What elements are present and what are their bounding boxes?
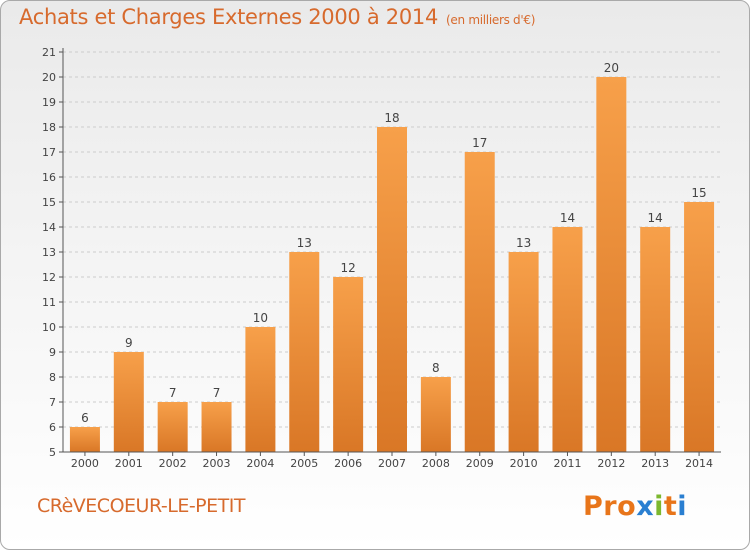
value-label: 7 (213, 386, 221, 400)
y-tick-label: 8 (49, 371, 56, 384)
bar (508, 252, 539, 452)
logo-letter: r (603, 491, 618, 522)
bar (201, 402, 232, 452)
bar (420, 377, 451, 452)
x-tick-label: 2006 (334, 457, 362, 470)
value-label: 18 (384, 111, 399, 125)
y-tick-label: 5 (49, 446, 56, 459)
x-tick-label: 2004 (246, 457, 274, 470)
value-label: 15 (691, 186, 706, 200)
y-tick-label: 14 (42, 221, 56, 234)
bar (377, 127, 407, 452)
value-label: 20 (604, 61, 619, 75)
value-label: 10 (253, 311, 268, 325)
y-tick-label: 18 (42, 121, 56, 134)
y-tick-label: 13 (42, 246, 56, 259)
y-tick-label: 9 (49, 346, 56, 359)
value-label: 9 (125, 336, 133, 350)
bar (69, 427, 100, 452)
chart-title: Achats et Charges Externes 2000 à 2014 (e… (19, 5, 535, 29)
y-tick-label: 17 (42, 146, 56, 159)
x-tick-label: 2003 (203, 457, 231, 470)
x-tick-label: 2007 (378, 457, 406, 470)
y-tick-label: 16 (42, 171, 56, 184)
bar (289, 252, 320, 452)
bar (245, 327, 276, 452)
x-tick-label: 2010 (510, 457, 538, 470)
value-label: 7 (169, 386, 177, 400)
logo-letter: P (583, 491, 604, 522)
bar (113, 352, 144, 452)
bars (69, 77, 715, 452)
value-label: 13 (516, 236, 531, 250)
y-tick-label: 12 (42, 271, 56, 284)
value-label: 14 (560, 211, 575, 225)
logo-letter: o (617, 491, 637, 522)
x-tick-label: 2009 (466, 457, 494, 470)
y-tick-label: 20 (42, 71, 56, 84)
x-tick-label: 2011 (553, 457, 581, 470)
y-tick-label: 19 (42, 96, 56, 109)
bar (333, 277, 364, 452)
value-label: 17 (472, 136, 487, 150)
x-tick-label: 2008 (422, 457, 450, 470)
axes: 5 6 7 8 9 10 11 12 13 14 15 16 17 18 19 20 21 2000 2001 200… (42, 46, 721, 470)
bar (640, 227, 671, 452)
x-tick-label: 2000 (71, 457, 99, 470)
y-tick-label: 21 (42, 46, 56, 59)
value-label: 14 (648, 211, 663, 225)
bar (684, 202, 715, 452)
logo-letter: x (636, 491, 655, 522)
y-tick-label: 10 (42, 321, 56, 334)
value-label: 6 (81, 411, 89, 425)
bar (552, 227, 583, 452)
bar (596, 77, 627, 452)
value-label: 12 (340, 261, 355, 275)
commune-name: CRèVECOEUR-LE-PETIT (37, 495, 245, 517)
x-tick-label: 2002 (159, 457, 187, 470)
value-label: 13 (297, 236, 312, 250)
value-labels: 6 9 7 7 10 13 12 18 8 17 13 14 20 14 15 (81, 61, 707, 425)
bar (157, 402, 188, 452)
x-tick-label: 2001 (115, 457, 143, 470)
y-tick-label: 6 (49, 421, 56, 434)
logo-letter: t (663, 491, 678, 522)
logo-letter: i (677, 491, 688, 522)
y-tick-label: 11 (42, 296, 56, 309)
proxiti-logo[interactable]: Proxiti (583, 491, 687, 522)
chart-title-text: Achats et Charges Externes 2000 à 2014 (19, 5, 439, 29)
value-label: 8 (432, 361, 440, 375)
x-tick-label: 2013 (641, 457, 669, 470)
x-tick-label: 2005 (290, 457, 318, 470)
chart-unit: (en milliers d'€) (446, 13, 536, 27)
x-tick-label: 2014 (685, 457, 713, 470)
y-tick-label: 15 (42, 196, 56, 209)
x-tick-label: 2012 (597, 457, 625, 470)
y-tick-label: 7 (49, 396, 56, 409)
logo-letter: i (654, 491, 664, 522)
bar (464, 152, 495, 452)
